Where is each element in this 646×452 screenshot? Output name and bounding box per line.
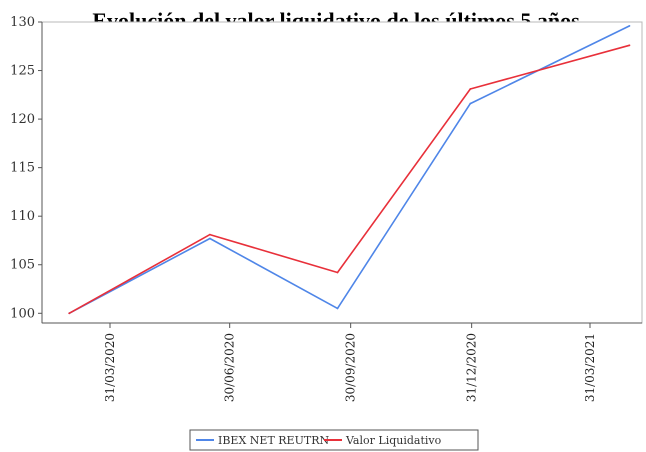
series-point [628,24,631,27]
legend-label: Valor Liquidativo [345,434,442,447]
x-tick-label: 31/12/2020 [465,333,479,402]
series-point [209,233,211,236]
series-point [469,88,472,90]
y-tick-label: 110 [10,209,35,224]
series-layer [68,24,631,315]
x-tick-label: 31/03/2020 [103,333,117,402]
y-tick-label: 115 [10,161,35,176]
series-point [68,312,71,315]
y-tick-label: 105 [10,258,35,273]
legend: IBEX NET REUTRN Valor Liquidativo [189,429,479,451]
x-tick-label: 31/03/2021 [583,333,597,402]
x-tick-label: 30/09/2020 [344,333,358,402]
series-point [336,271,339,274]
series-point [469,102,472,105]
series-point [209,237,211,240]
x-tick-label: 30/06/2020 [223,333,237,402]
y-tick-label: 130 [10,15,35,30]
series-point [336,307,339,310]
y-tick-label: 100 [10,306,35,321]
x-axis: 31/03/2020 30/06/2020 30/09/2020 31/12/2020… [103,323,597,402]
series-point [628,44,631,47]
y-axis: 100 105 110 115 120 125 130 [10,15,42,321]
y-tick-label: 125 [10,64,35,79]
y-tick-label: 120 [10,112,35,127]
legend-label: IBEX NET REUTRN [218,434,329,447]
